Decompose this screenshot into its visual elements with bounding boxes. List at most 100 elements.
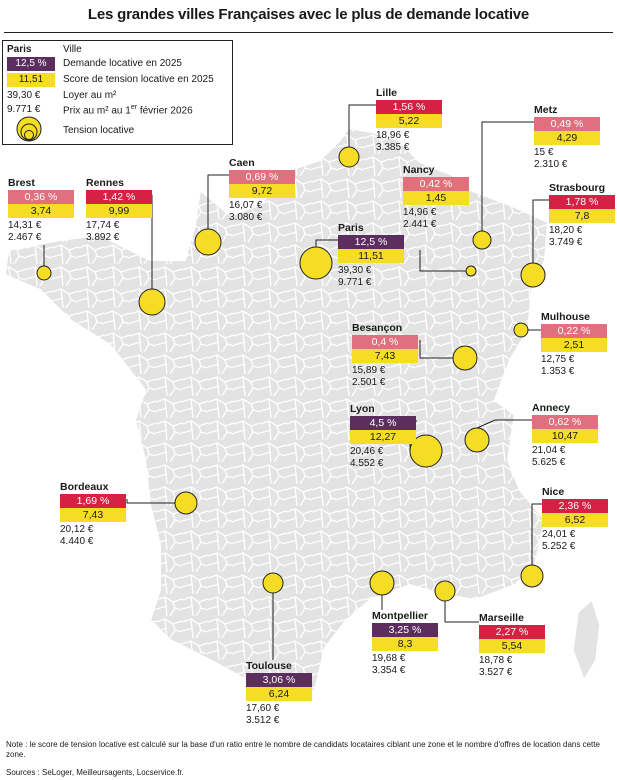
city-name: Lyon (350, 403, 375, 415)
leader-line-bordeaux (126, 499, 175, 504)
demande-badge: 0,4 % (352, 335, 418, 349)
tension-bubble-strasbourg (520, 262, 546, 288)
tension-bubbles (36, 146, 546, 602)
city-name: Nice (542, 486, 565, 498)
city-card-paris: Paris 12,5 % 11,51 39,30 €9.771 € (338, 222, 404, 289)
city-card-metz: Metz 0,49 % 4,29 15 €2.310 € (534, 104, 600, 171)
city-name: Paris (338, 222, 364, 234)
loyer-value: 15,89 € (352, 365, 386, 376)
leader-line-paris (315, 239, 338, 247)
tension-bubble-nice (520, 564, 544, 588)
loyer-value: 24,01 € (542, 529, 576, 540)
legend-city-label: Paris (7, 44, 32, 55)
demande-badge: 3,25 % (372, 623, 438, 637)
tension-bubble-toulouse (262, 572, 284, 594)
leader-line-nice (531, 503, 542, 565)
tension-bubble-caen (194, 228, 222, 256)
loyer-value: 39,30 € (338, 265, 372, 276)
leader-line-metz (481, 121, 534, 231)
loyer-value: 17,74 € (86, 220, 120, 231)
demande-badge: 2,36 % (542, 499, 608, 513)
prix-value: 2.310 € (534, 159, 568, 170)
city-card-mulhouse: Mulhouse 0,22 % 2,51 12,75 €1.353 € (541, 311, 607, 378)
loyer-value: 19,68 € (372, 653, 406, 664)
corsica-outline (572, 598, 601, 682)
legend-city-desc: Ville (63, 44, 82, 55)
prix-value: 2.441 € (403, 219, 437, 230)
demande-badge: 1,69 % (60, 494, 126, 508)
city-card-besancon: Besançon 0,4 % 7,43 15,89 €2.501 € (352, 322, 418, 389)
city-name: Metz (534, 104, 558, 116)
loyer-value: 16,07 € (229, 200, 263, 211)
loyer-value: 18,78 € (479, 655, 513, 666)
demande-badge: 1,56 % (376, 100, 442, 114)
score-badge: 12,27 (350, 430, 416, 444)
city-name: Bordeaux (60, 481, 109, 493)
city-name: Besançon (352, 322, 403, 334)
prix-value: 2.501 € (352, 377, 386, 388)
demande-badge: 12,5 % (338, 235, 404, 249)
tension-bubble-annecy (464, 427, 490, 453)
legend-prix-desc: Prix au m² au 1er février 2026 (63, 104, 193, 117)
tension-bubble-brest (36, 265, 52, 281)
legend-demande-desc: Demande locative en 2025 (63, 58, 182, 69)
city-card-lille: Lille 1,56 % 5,22 18,96 €3.385 € (376, 87, 442, 154)
demande-badge: 3,06 % (246, 673, 312, 687)
legend-score-desc: Score de tension locative en 2025 (63, 74, 214, 85)
score-badge: 6,24 (246, 687, 312, 701)
score-badge: 9,99 (86, 204, 152, 218)
legend-prix-value: 9.771 € (7, 104, 41, 115)
loyer-value: 20,46 € (350, 446, 384, 457)
loyer-value: 18,20 € (549, 225, 583, 236)
city-card-strasbourg: Strasbourg 1,78 % 7,8 18,20 €3.749 € (549, 182, 615, 249)
loyer-value: 17,60 € (246, 703, 280, 714)
city-name: Marseille (479, 612, 524, 624)
city-card-annecy: Annecy 0,62 % 10,47 21,04 €5.625 € (532, 402, 598, 469)
tension-bubble-bordeaux (174, 491, 198, 515)
score-badge: 5,22 (376, 114, 442, 128)
prix-value: 3.354 € (372, 665, 406, 676)
city-card-nancy: Nancy 0,42 % 1,45 14,96 €2.441 € (403, 164, 469, 231)
demande-badge: 2,27 % (479, 625, 545, 639)
demande-badge: 4,5 % (350, 416, 416, 430)
legend: Paris Ville 12,5 % Demande locative en 2… (2, 40, 233, 145)
tension-bubble-nancy (465, 265, 477, 277)
tension-bubble-mulhouse (513, 322, 529, 338)
prix-value: 4.440 € (60, 536, 94, 547)
legend-demande-value: 12,5 % (7, 57, 55, 71)
legend-loyer-value: 39,30 € (7, 90, 41, 101)
leader-line-annecy (476, 419, 532, 429)
leader-line-strasbourg (532, 199, 549, 263)
leader-line-besancon (419, 340, 453, 359)
score-badge: 2,51 (541, 338, 607, 352)
score-badge: 7,8 (549, 209, 615, 223)
leader-line-marseille (444, 601, 479, 623)
demande-badge: 0,22 % (541, 324, 607, 338)
loyer-value: 14,96 € (403, 207, 437, 218)
prix-value: 2.467 € (8, 232, 42, 243)
prix-value: 3.385 € (376, 142, 410, 153)
demande-badge: 1,42 % (86, 190, 152, 204)
city-card-nice: Nice 2,36 % 6,52 24,01 €5.252 € (542, 486, 608, 553)
city-card-montpellier: Montpellier 3,25 % 8,3 19,68 €3.354 € (372, 610, 438, 677)
city-card-bordeaux: Bordeaux 1,69 % 7,43 20,12 €4.440 € (60, 481, 126, 548)
prix-value: 3.512 € (246, 715, 280, 726)
tension-bubble-paris (299, 246, 333, 280)
legend-score-value: 11,51 (7, 73, 55, 87)
tension-bubble-besancon (452, 345, 478, 371)
city-name: Caen (229, 157, 255, 169)
city-card-marseille: Marseille 2,27 % 5,54 18,78 €3.527 € (479, 612, 545, 679)
score-badge: 4,29 (534, 131, 600, 145)
score-badge: 7,43 (60, 508, 126, 522)
city-name: Lille (376, 87, 398, 99)
prix-value: 3.892 € (86, 232, 120, 243)
city-name: Mulhouse (541, 311, 590, 323)
tension-bubble-lyon (409, 434, 443, 468)
leader-line-lille (348, 104, 376, 147)
loyer-value: 15 € (534, 147, 554, 158)
prix-value: 5.625 € (532, 457, 566, 468)
loyer-value: 14,31 € (8, 220, 42, 231)
city-name: Rennes (86, 177, 124, 189)
city-name: Strasbourg (549, 182, 606, 194)
